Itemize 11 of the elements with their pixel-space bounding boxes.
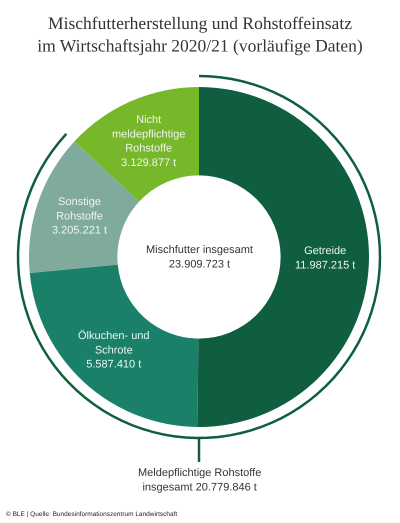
slice-label: Nicht meldepflichtige Rohstoffe: [112, 114, 186, 155]
text: Meldepflichtige Rohstoffe insgesamt 20.779.846 t: [138, 467, 262, 494]
slice-label: Ölkuchen- und Schrote: [78, 329, 150, 356]
slice-label: Getreide: [304, 245, 346, 257]
data-label: 3.205.221 t: [52, 224, 108, 237]
data-label: 11.987.215 t: [295, 259, 356, 272]
text: Mischfutter insgesamt 23.909.723 t: [146, 244, 253, 270]
slice-label: Sonstige Rohstoffe: [56, 196, 103, 222]
data-label: 3.129.877 t: [121, 156, 176, 169]
data-label: 5.587.410 t: [86, 358, 142, 371]
chart-title: Mischfutterherstellung und Rohstoffeinsatz im Wirtschaftsjahr 2020/21 (vorläufige Daten): [37, 12, 363, 56]
